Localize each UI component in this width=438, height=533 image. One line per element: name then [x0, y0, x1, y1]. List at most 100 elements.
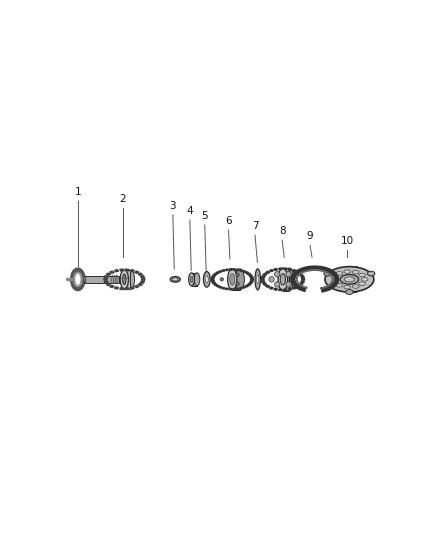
Circle shape — [269, 277, 274, 282]
Polygon shape — [191, 273, 197, 286]
Polygon shape — [120, 288, 123, 289]
Polygon shape — [274, 269, 277, 270]
Polygon shape — [138, 273, 142, 275]
Polygon shape — [104, 281, 108, 283]
Ellipse shape — [126, 270, 134, 289]
Polygon shape — [263, 273, 267, 276]
Ellipse shape — [359, 273, 366, 277]
Polygon shape — [214, 284, 217, 285]
Ellipse shape — [120, 270, 128, 289]
Circle shape — [236, 273, 239, 277]
Text: 7: 7 — [252, 221, 258, 231]
Polygon shape — [299, 273, 303, 276]
Polygon shape — [237, 269, 239, 271]
Ellipse shape — [352, 285, 359, 288]
Polygon shape — [279, 289, 282, 290]
Polygon shape — [214, 273, 217, 275]
Polygon shape — [130, 270, 134, 272]
Polygon shape — [226, 288, 228, 289]
Ellipse shape — [230, 273, 235, 285]
Polygon shape — [104, 279, 107, 280]
Polygon shape — [130, 287, 134, 289]
Polygon shape — [141, 276, 145, 278]
Polygon shape — [245, 285, 249, 287]
Circle shape — [220, 278, 223, 281]
Polygon shape — [229, 269, 232, 270]
Polygon shape — [263, 284, 267, 285]
Polygon shape — [274, 288, 277, 290]
Polygon shape — [114, 270, 118, 272]
Text: 4: 4 — [187, 206, 193, 216]
Polygon shape — [237, 288, 239, 289]
Ellipse shape — [190, 276, 193, 282]
Ellipse shape — [278, 268, 288, 290]
Polygon shape — [232, 269, 240, 290]
Text: 3: 3 — [170, 201, 176, 211]
Text: 2: 2 — [119, 194, 126, 204]
Polygon shape — [250, 277, 253, 278]
Polygon shape — [288, 288, 292, 290]
Ellipse shape — [344, 270, 351, 273]
Text: 8: 8 — [279, 226, 286, 236]
Polygon shape — [219, 271, 222, 272]
Ellipse shape — [367, 271, 375, 276]
Polygon shape — [114, 287, 118, 289]
Polygon shape — [120, 269, 123, 271]
Polygon shape — [233, 288, 235, 290]
Polygon shape — [212, 277, 214, 278]
Polygon shape — [216, 272, 219, 273]
Polygon shape — [350, 266, 356, 292]
Ellipse shape — [228, 269, 237, 290]
Polygon shape — [293, 270, 297, 272]
Polygon shape — [247, 284, 251, 285]
Polygon shape — [85, 276, 119, 283]
Polygon shape — [301, 281, 304, 283]
Ellipse shape — [332, 276, 338, 279]
Polygon shape — [104, 276, 108, 278]
Polygon shape — [301, 276, 304, 278]
Polygon shape — [240, 287, 243, 289]
Ellipse shape — [361, 278, 368, 281]
Ellipse shape — [235, 269, 244, 290]
Ellipse shape — [284, 268, 294, 290]
Polygon shape — [212, 275, 215, 277]
Polygon shape — [212, 282, 215, 284]
Polygon shape — [250, 280, 253, 282]
Polygon shape — [284, 289, 287, 290]
Polygon shape — [226, 269, 228, 271]
Polygon shape — [229, 288, 232, 290]
Polygon shape — [249, 275, 252, 277]
Polygon shape — [269, 287, 273, 289]
Polygon shape — [243, 271, 246, 272]
Ellipse shape — [194, 273, 200, 286]
Polygon shape — [265, 285, 270, 287]
Ellipse shape — [324, 271, 332, 276]
Polygon shape — [212, 280, 214, 282]
Ellipse shape — [189, 273, 194, 286]
Ellipse shape — [332, 280, 338, 284]
Ellipse shape — [346, 289, 353, 294]
Polygon shape — [243, 286, 246, 288]
Polygon shape — [125, 288, 129, 289]
Polygon shape — [216, 285, 219, 287]
Circle shape — [236, 282, 239, 286]
Ellipse shape — [84, 276, 86, 283]
Ellipse shape — [359, 282, 366, 285]
Text: 5: 5 — [201, 211, 208, 221]
Polygon shape — [245, 272, 249, 273]
Ellipse shape — [170, 277, 180, 282]
Polygon shape — [219, 286, 222, 288]
Polygon shape — [293, 287, 297, 289]
Polygon shape — [141, 281, 145, 283]
Ellipse shape — [255, 269, 261, 290]
Polygon shape — [269, 270, 273, 272]
Polygon shape — [296, 285, 300, 287]
Polygon shape — [299, 284, 303, 285]
Polygon shape — [247, 273, 251, 275]
Polygon shape — [141, 279, 145, 280]
Polygon shape — [279, 268, 282, 270]
Circle shape — [291, 277, 297, 282]
Polygon shape — [265, 271, 270, 273]
Polygon shape — [134, 286, 139, 288]
Ellipse shape — [336, 272, 343, 275]
